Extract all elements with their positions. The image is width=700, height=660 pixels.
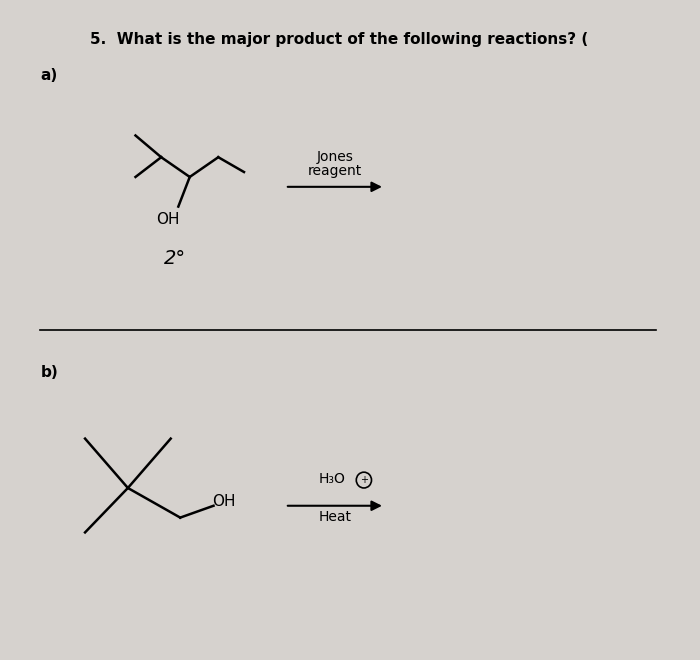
- Text: 2°: 2°: [164, 249, 186, 268]
- Text: b): b): [41, 364, 58, 380]
- Text: OH: OH: [156, 211, 180, 226]
- Text: reagent: reagent: [308, 164, 363, 178]
- Text: Heat: Heat: [318, 510, 352, 523]
- Text: +: +: [360, 475, 368, 485]
- Text: 5.  What is the major product of the following reactions? (: 5. What is the major product of the foll…: [90, 32, 588, 47]
- Text: Jones: Jones: [317, 150, 354, 164]
- Text: OH: OH: [211, 494, 235, 509]
- Text: H₃O: H₃O: [318, 472, 345, 486]
- Text: a): a): [41, 69, 57, 83]
